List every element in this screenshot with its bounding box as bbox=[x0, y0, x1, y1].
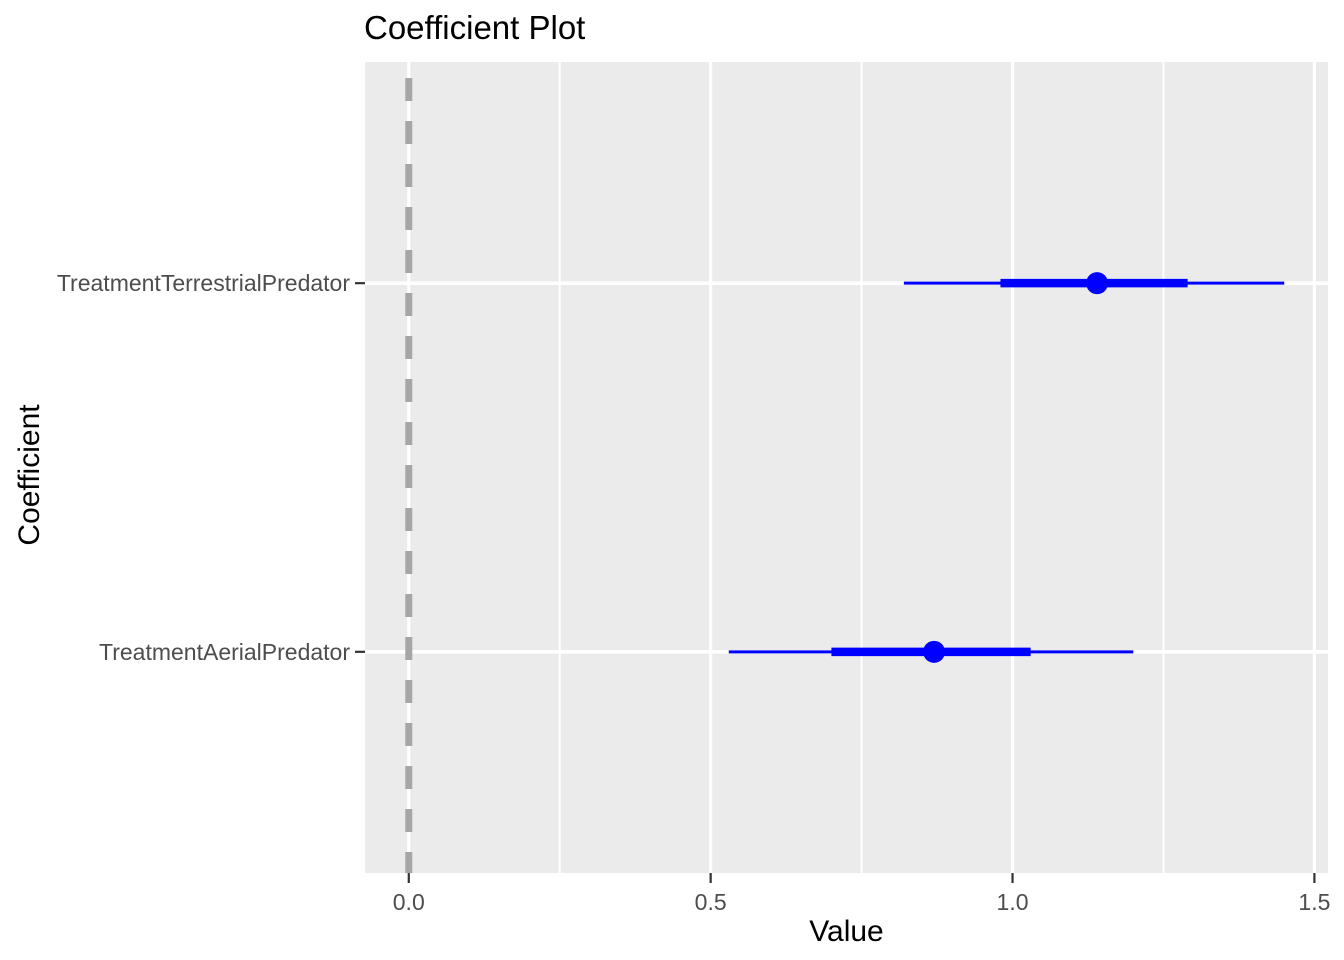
x-axis-tick-label: 1.5 bbox=[1298, 889, 1330, 915]
y-axis-tick-label: TreatmentTerrestrialPredator bbox=[57, 270, 350, 296]
point-estimate bbox=[1086, 272, 1109, 295]
x-axis-tick-label: 1.0 bbox=[997, 889, 1029, 915]
x-axis-title: Value bbox=[809, 915, 884, 948]
x-axis-tick-label: 0.5 bbox=[695, 889, 727, 915]
point-estimate bbox=[923, 640, 946, 663]
y-axis-tick-label: TreatmentAerialPredator bbox=[99, 639, 350, 665]
plot-title: Coefficient Plot bbox=[364, 9, 586, 46]
panel-background bbox=[365, 62, 1328, 873]
x-axis-tick-label: 0.0 bbox=[393, 889, 425, 915]
y-axis-title: Coefficient bbox=[13, 404, 46, 546]
